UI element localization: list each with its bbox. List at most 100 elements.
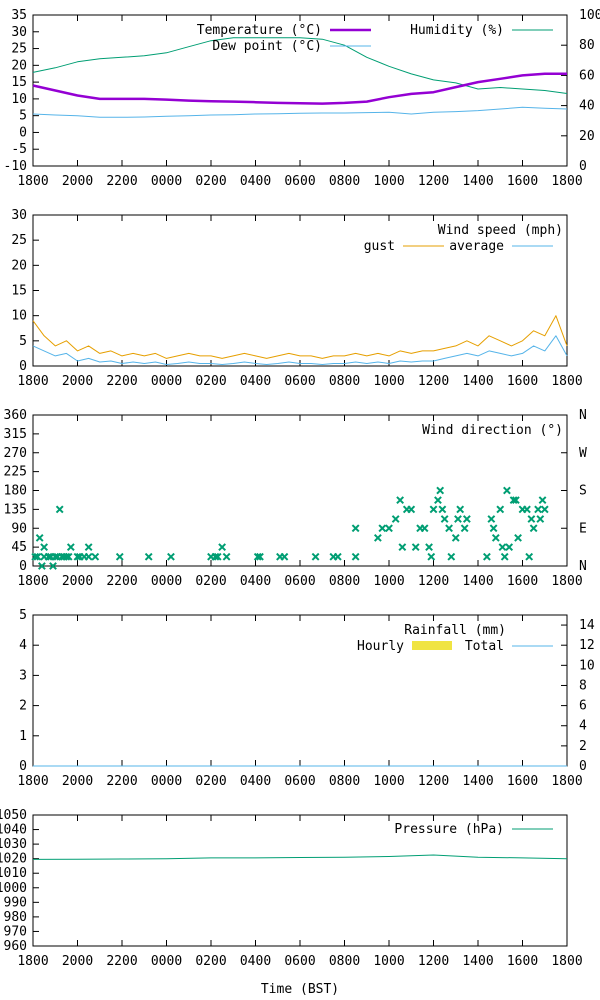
y2-tick-label: 100 (579, 8, 600, 23)
gust-line (32, 315, 568, 359)
y-tick-label: 4 (19, 638, 27, 653)
y-tick-label: 30 (11, 208, 27, 223)
wind-direction-point (445, 524, 453, 533)
wind-direction-point (420, 524, 429, 533)
wind-direction-point (534, 505, 542, 514)
y-tick-label: 0 (19, 559, 27, 574)
y2-tick-label: 80 (579, 38, 595, 53)
x-tick-label: 0000 (151, 954, 182, 969)
x-tick-label: 1800 (551, 774, 582, 789)
x-tick-label: 0200 (195, 574, 226, 589)
wind-direction-point (503, 486, 511, 495)
wind-direction-point (333, 552, 342, 561)
x-tick-label: 1000 (373, 374, 404, 389)
y2-tick-label: 0 (579, 759, 587, 774)
x-tick-label: 1800 (17, 374, 48, 389)
wind-direction-point (505, 543, 514, 552)
y-tick-label: 20 (11, 258, 27, 273)
x-tick-label: 0400 (240, 574, 271, 589)
legend-humidity-label: Humidity (%) (410, 23, 504, 38)
y-tick-label: 0 (19, 125, 27, 140)
legend-temperature-label: Temperature (°C) (197, 23, 322, 38)
x-tick-label: 0200 (195, 954, 226, 969)
y-tick-label: 135 (4, 502, 27, 517)
wind-direction-point (211, 552, 220, 561)
x-tick-label: 1000 (373, 574, 404, 589)
x-tick-label: 1400 (462, 774, 493, 789)
y2-tick-label: 14 (579, 618, 595, 633)
y-tick-label: 25 (11, 42, 27, 57)
wind-direction-point (33, 552, 42, 561)
y-tick-label: 25 (11, 233, 27, 248)
x-tick-label: 0000 (151, 374, 182, 389)
wind-direction-point (440, 515, 449, 523)
x-tick-label: 1800 (17, 954, 48, 969)
y-tick-label: 45 (11, 540, 27, 555)
wind-direction-point (425, 543, 433, 552)
y2-tick-label: E (579, 521, 587, 536)
wind-direction-point (482, 552, 491, 561)
x-tick-label: 0200 (195, 774, 226, 789)
y-tick-label: 990 (4, 895, 27, 910)
wind-direction-point (489, 524, 498, 533)
x-tick-label: 0400 (240, 174, 271, 189)
x-tick-label: 0000 (151, 574, 182, 589)
y2-tick-label: 0 (579, 159, 587, 174)
wind-direction-point (396, 496, 405, 505)
x-tick-label: 0400 (240, 954, 271, 969)
legend-wind-direction-label: Wind direction (°) (422, 423, 563, 438)
legend-rainfall-title: Rainfall (mm) (404, 623, 506, 638)
y-tick-label: 1030 (0, 837, 27, 852)
x-tick-label: 1800 (17, 174, 48, 189)
wind-direction-point (511, 496, 520, 505)
wind-direction-point (213, 552, 222, 561)
pressure-line (32, 854, 568, 860)
wind-direction-point (218, 543, 227, 552)
wind-direction-point (51, 552, 60, 561)
x-tick-label: 2000 (62, 954, 93, 969)
x-tick-label: 2200 (106, 174, 137, 189)
wind-direction-point (525, 552, 534, 561)
wind-direction-point (447, 552, 456, 561)
wind-direction-point (434, 496, 442, 505)
x-tick-label: 0400 (240, 374, 271, 389)
wind-direction-point (351, 524, 360, 533)
wind-direction-point (460, 524, 469, 533)
y-tick-label: 20 (11, 58, 27, 73)
wind-direction-point (462, 515, 471, 523)
y-tick-label: 30 (11, 25, 27, 40)
x-tick-label: 0600 (284, 374, 315, 389)
wind-direction-point (496, 505, 505, 514)
y-tick-label: 960 (4, 939, 27, 954)
y-tick-label: 225 (4, 465, 27, 480)
wind-direction-point (500, 552, 509, 561)
x-tick-label: 2200 (106, 574, 137, 589)
x-tick-label: 2200 (106, 374, 137, 389)
legend-average-label: average (449, 239, 504, 254)
wind-direction-point (429, 505, 438, 514)
y-tick-label: 10 (11, 92, 27, 107)
wind-direction-point (55, 505, 64, 514)
x-tick-label: 1400 (462, 174, 493, 189)
y-tick-label: 10 (11, 309, 27, 324)
y-tick-label: 1 (19, 729, 27, 744)
y-tick-label: 980 (4, 910, 27, 925)
x-tick-label: 1800 (551, 574, 582, 589)
y2-tick-label: 2 (579, 739, 587, 754)
y2-tick-label: 4 (579, 719, 587, 734)
y-tick-label: 5 (19, 334, 27, 349)
y2-tick-label: S (579, 484, 587, 499)
y-tick-label: 15 (11, 284, 27, 299)
x-tick-label: 1400 (462, 374, 493, 389)
x-tick-label: 0600 (284, 774, 315, 789)
y2-tick-label: N (579, 559, 587, 574)
x-tick-label: 1600 (507, 954, 538, 969)
x-tick-label: 2000 (62, 774, 93, 789)
wind-direction-point (391, 515, 400, 523)
wind-direction-point (498, 543, 507, 552)
temperature-line (32, 72, 567, 105)
x-tick-label: 1200 (418, 954, 449, 969)
x-tick-label: 0800 (329, 774, 360, 789)
